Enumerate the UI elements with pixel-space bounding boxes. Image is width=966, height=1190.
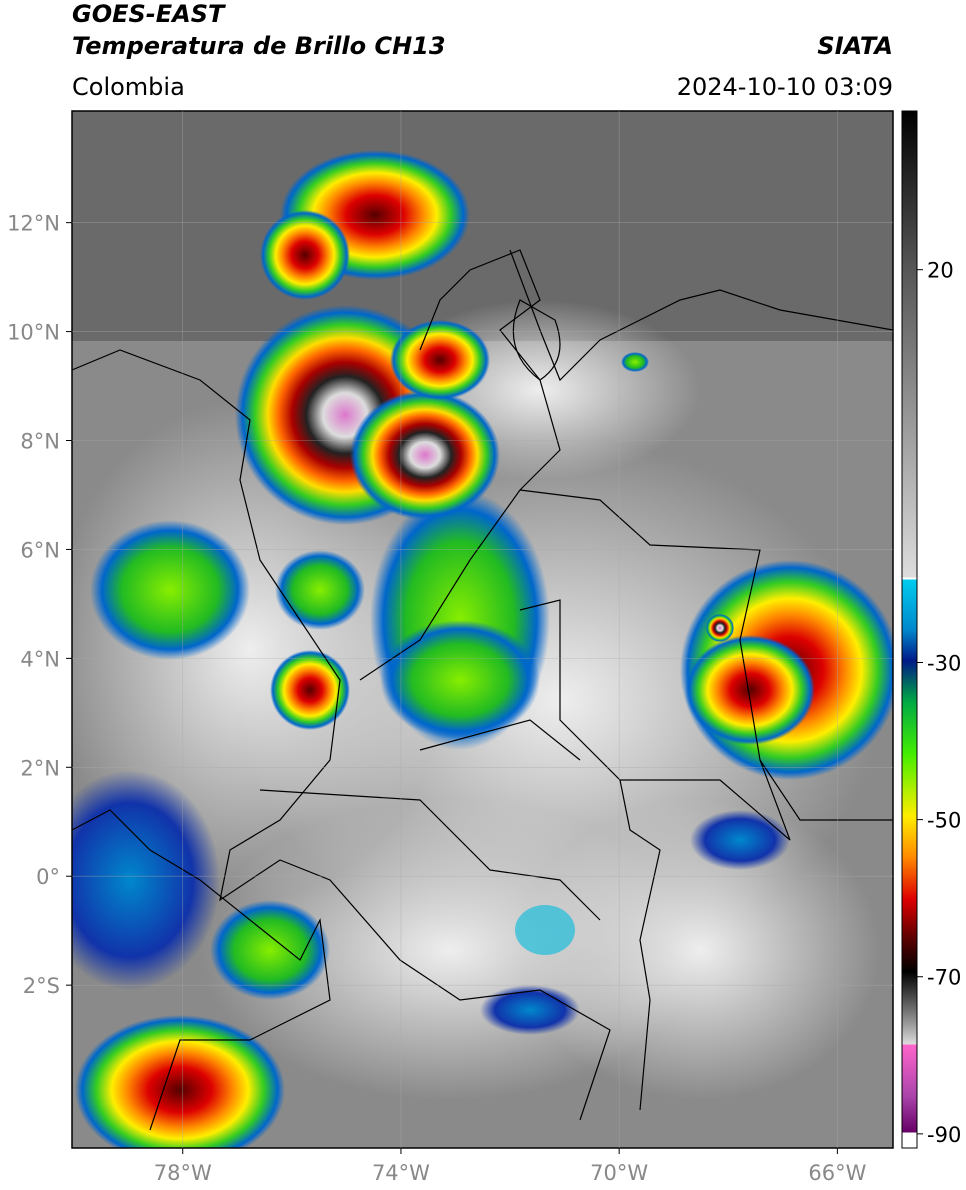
lat-tick-label: 4°N (20, 647, 60, 671)
satellite-image (72, 111, 893, 1148)
title: GOES-EAST (72, 0, 226, 28)
lat-tick-label: 6°N (20, 538, 60, 562)
source: SIATA (817, 32, 893, 60)
colorbar-tick-label: -70 (927, 966, 961, 990)
colorbar (901, 110, 918, 1149)
datetime: 2024-10-10 03:09 (677, 73, 893, 101)
subtitle: Temperatura de Brillo CH13 (72, 32, 446, 60)
lon-tick-label: 78°W (154, 1161, 212, 1185)
colorbar-tick-label: 20 (927, 259, 954, 283)
lon-tick-label: 70°W (590, 1161, 648, 1185)
lon-tick-label: 66°W (808, 1161, 866, 1185)
lat-tick-label: 2°N (20, 756, 60, 780)
lat-tick-label: 2°S (23, 974, 60, 998)
lat-tick-label: 8°N (20, 430, 60, 454)
lon-tick-label: 74°W (372, 1161, 430, 1185)
region: Colombia (72, 73, 185, 101)
map-frame (71, 110, 894, 1149)
lat-tick-label: 10°N (7, 321, 60, 345)
lat-tick-label: 12°N (7, 212, 60, 236)
lat-tick-label: 0° (36, 865, 60, 889)
colorbar-tick-label: -30 (927, 651, 961, 675)
colorbar-tick-label: -90 (927, 1123, 961, 1147)
colorbar-tick-label: -50 (927, 809, 961, 833)
